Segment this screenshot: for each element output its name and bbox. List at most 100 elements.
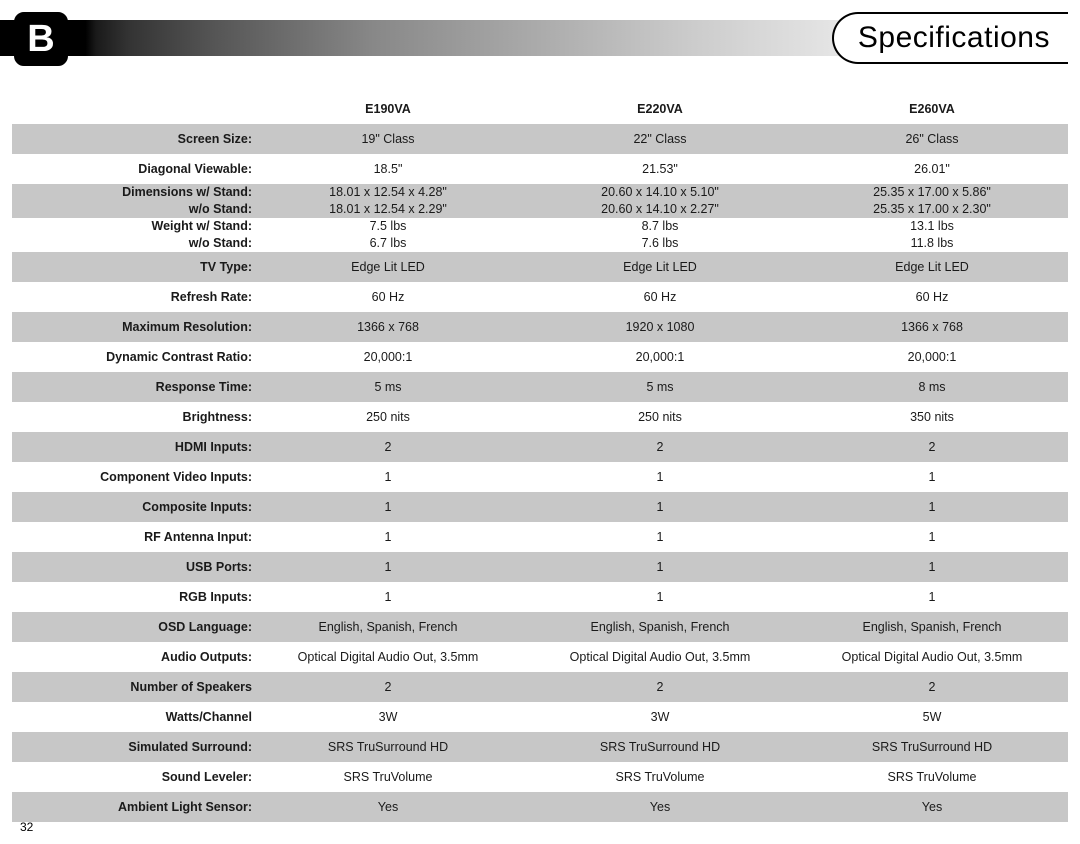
spec-value: 60 Hz [252, 282, 524, 312]
spec-value: 2 [524, 672, 796, 702]
spec-value: 1 [796, 552, 1068, 582]
appendix-letter-box: B [14, 12, 68, 66]
spec-value: 5 ms [252, 372, 524, 402]
spec-value: 1 [796, 582, 1068, 612]
spec-value: English, Spanish, French [252, 612, 524, 642]
spec-value: 8 ms [796, 372, 1068, 402]
spec-value: 1 [796, 522, 1068, 552]
spec-value: SRS TruSurround HD [796, 732, 1068, 762]
spec-value: 1 [524, 522, 796, 552]
spec-value: 3W [524, 702, 796, 732]
table-row: HDMI Inputs:222 [12, 432, 1068, 462]
spec-value: 1 [252, 492, 524, 522]
spec-label: Simulated Surround: [12, 732, 252, 762]
spec-value: 2 [252, 432, 524, 462]
spec-label: Ambient Light Sensor: [12, 792, 252, 822]
spec-label: RGB Inputs: [12, 582, 252, 612]
table-row: Watts/Channel3W3W5W [12, 702, 1068, 732]
spec-value: 1920 x 1080 [524, 312, 796, 342]
spec-value: 5 ms [524, 372, 796, 402]
spec-value: Edge Lit LED [252, 252, 524, 282]
spec-value: Optical Digital Audio Out, 3.5mm [524, 642, 796, 672]
table-row: RF Antenna Input:111 [12, 522, 1068, 552]
spec-label: Component Video Inputs: [12, 462, 252, 492]
page-title: Specifications [858, 21, 1050, 55]
spec-value: 5W [796, 702, 1068, 732]
spec-value: 2 [796, 672, 1068, 702]
spec-value: 18.5" [252, 154, 524, 184]
spec-value: 2 [524, 432, 796, 462]
spec-label: Dynamic Contrast Ratio: [12, 342, 252, 372]
spec-value: SRS TruVolume [252, 762, 524, 792]
spec-value: 20.60 x 14.10 x 5.10"20.60 x 14.10 x 2.2… [524, 184, 796, 218]
spec-value: SRS TruVolume [796, 762, 1068, 792]
spec-value: 20,000:1 [524, 342, 796, 372]
table-row: E190VAE220VAE260VA [12, 94, 1068, 124]
table-row: Number of Speakers222 [12, 672, 1068, 702]
spec-label: Audio Outputs: [12, 642, 252, 672]
spec-label: Dimensions w/ Stand:w/o Stand: [12, 184, 252, 218]
spec-label [12, 94, 252, 124]
spec-value: SRS TruSurround HD [252, 732, 524, 762]
table-row: Maximum Resolution: 1366 x 7681920 x 1080… [12, 312, 1068, 342]
table-row: RGB Inputs:111 [12, 582, 1068, 612]
table-row: Audio Outputs:Optical Digital Audio Out,… [12, 642, 1068, 672]
spec-value: Yes [796, 792, 1068, 822]
table-row: Sound Leveler:SRS TruVolumeSRS TruVolume… [12, 762, 1068, 792]
spec-value: 20,000:1 [252, 342, 524, 372]
spec-value: 7.5 lbs6.7 lbs [252, 218, 524, 252]
spec-value: 250 nits [252, 402, 524, 432]
spec-value: English, Spanish, French [796, 612, 1068, 642]
table-row: Component Video Inputs:111 [12, 462, 1068, 492]
spec-label: Number of Speakers [12, 672, 252, 702]
spec-value: 13.1 lbs11.8 lbs [796, 218, 1068, 252]
spec-value: Edge Lit LED [796, 252, 1068, 282]
spec-value: 26.01" [796, 154, 1068, 184]
appendix-letter: B [27, 18, 54, 61]
spec-value: 350 nits [796, 402, 1068, 432]
title-pill: Specifications [832, 12, 1068, 64]
table-row: Weight w/ Stand:w/o Stand:7.5 lbs6.7 lbs… [12, 218, 1068, 252]
spec-value: SRS TruVolume [524, 762, 796, 792]
table-row: Ambient Light Sensor:YesYesYes [12, 792, 1068, 822]
spec-value: 20,000:1 [796, 342, 1068, 372]
spec-value: 3W [252, 702, 524, 732]
spec-value: 2 [252, 672, 524, 702]
spec-label: RF Antenna Input: [12, 522, 252, 552]
spec-value: 1 [796, 462, 1068, 492]
spec-value: 1 [252, 552, 524, 582]
spec-value: 1366 x 768 [796, 312, 1068, 342]
table-row: OSD Language:English, Spanish, FrenchEng… [12, 612, 1068, 642]
spec-value: 1 [252, 582, 524, 612]
table-row: Refresh Rate:60 Hz60 Hz60 Hz [12, 282, 1068, 312]
spec-value: 18.01 x 12.54 x 4.28"18.01 x 12.54 x 2.2… [252, 184, 524, 218]
spec-label: Brightness: [12, 402, 252, 432]
spec-value: 1 [524, 582, 796, 612]
spec-value: 25.35 x 17.00 x 5.86"25.35 x 17.00 x 2.3… [796, 184, 1068, 218]
specifications-table: E190VAE220VAE260VAScreen Size:19" Class2… [12, 94, 1068, 822]
table-row: Simulated Surround:SRS TruSurround HDSRS… [12, 732, 1068, 762]
table-row: Brightness:250 nits250 nits350 nits [12, 402, 1068, 432]
spec-label: Maximum Resolution: [12, 312, 252, 342]
spec-value: Yes [252, 792, 524, 822]
table-row: Dimensions w/ Stand:w/o Stand:18.01 x 12… [12, 184, 1068, 218]
table-row: Screen Size:19" Class22" Class26" Class [12, 124, 1068, 154]
table-row: Composite Inputs:111 [12, 492, 1068, 522]
table-row: Dynamic Contrast Ratio:20,000:120,000:12… [12, 342, 1068, 372]
spec-value: 1 [524, 492, 796, 522]
spec-label: Composite Inputs: [12, 492, 252, 522]
spec-value: 60 Hz [796, 282, 1068, 312]
spec-value: Optical Digital Audio Out, 3.5mm [796, 642, 1068, 672]
table-row: TV Type:Edge Lit LEDEdge Lit LEDEdge Lit… [12, 252, 1068, 282]
spec-value: E220VA [524, 94, 796, 124]
spec-label: Weight w/ Stand:w/o Stand: [12, 218, 252, 252]
spec-value: 26" Class [796, 124, 1068, 154]
table-row: USB Ports:111 [12, 552, 1068, 582]
spec-value: Yes [524, 792, 796, 822]
spec-value: Optical Digital Audio Out, 3.5mm [252, 642, 524, 672]
spec-label: Diagonal Viewable: [12, 154, 252, 184]
table-row: Response Time:5 ms5 ms8 ms [12, 372, 1068, 402]
spec-value: Edge Lit LED [524, 252, 796, 282]
spec-label: Refresh Rate: [12, 282, 252, 312]
spec-value: 22" Class [524, 124, 796, 154]
